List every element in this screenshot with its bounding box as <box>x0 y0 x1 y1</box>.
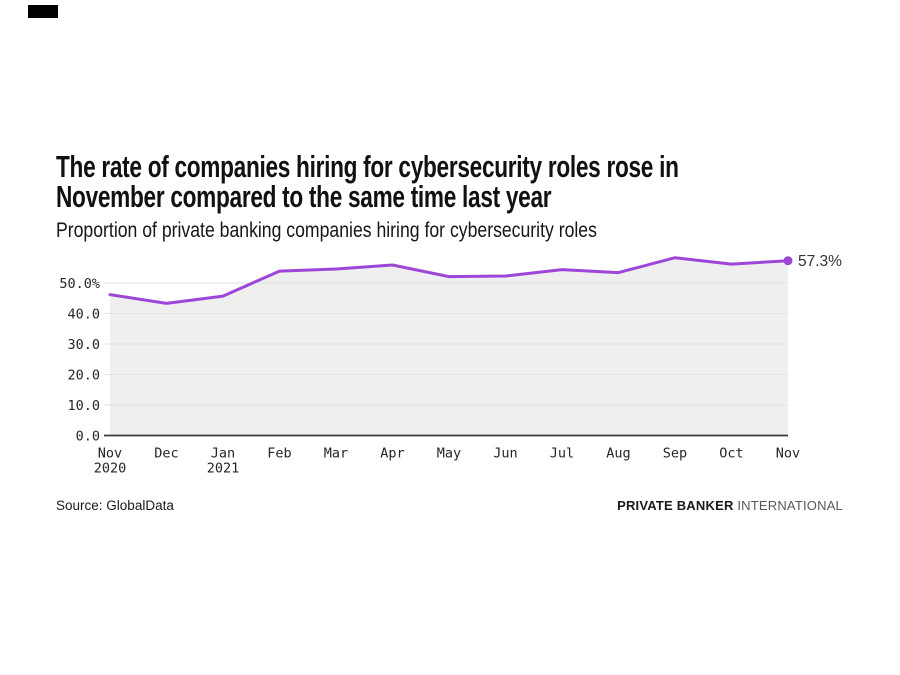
x-tick-label: Dec <box>154 446 178 462</box>
end-point-label: 57.3% <box>798 253 842 270</box>
source-value: GlobalData <box>106 498 174 513</box>
source-label: Source: <box>56 498 103 513</box>
x-tick-label: Nov <box>776 446 800 462</box>
x-tick-label: Oct <box>719 446 743 462</box>
trend-line <box>108 256 790 305</box>
x-tick-label: Jul <box>550 446 574 462</box>
publication-logo: PRIVATE BANKER INTERNATIONAL <box>617 498 843 513</box>
x-tick-label: Jan <box>211 446 235 462</box>
y-tick-label: 30.0 <box>67 337 100 353</box>
x-tick-label: Mar <box>324 446 348 462</box>
y-tick-label: 20.0 <box>67 367 100 383</box>
y-tick-label: 10.0 <box>67 398 100 414</box>
x-tick-label: Jun <box>493 446 517 462</box>
y-tick-label: 40.0 <box>67 306 100 322</box>
page-title-line2: November compared to the same time last … <box>56 179 552 214</box>
x-tick-year-label: 2020 <box>94 461 127 477</box>
page-title-line1: The rate of companies hiring for cyberse… <box>56 149 679 184</box>
end-point-dot <box>783 256 793 266</box>
source-note: Source: GlobalData <box>56 498 174 513</box>
x-tick-label: Feb <box>267 446 291 462</box>
y-tick-label: 50.0% <box>59 276 100 292</box>
page-title: The rate of companies hiring for cyberse… <box>56 149 679 214</box>
x-tick-label: May <box>437 446 461 462</box>
publication-logo-light: INTERNATIONAL <box>737 498 843 513</box>
x-tick-label: Apr <box>380 446 404 462</box>
brand-badge <box>28 5 58 18</box>
chart-subtitle: Proportion of private banking companies … <box>56 218 597 242</box>
trend-area <box>110 257 788 436</box>
publication-logo-bold: PRIVATE BANKER <box>617 498 734 513</box>
x-tick-label: Nov <box>98 446 122 462</box>
x-tick-label: Aug <box>606 446 630 462</box>
y-tick-label: 0.0 <box>76 428 100 444</box>
x-tick-label: Sep <box>663 446 687 462</box>
x-tick-year-label: 2021 <box>207 461 240 477</box>
